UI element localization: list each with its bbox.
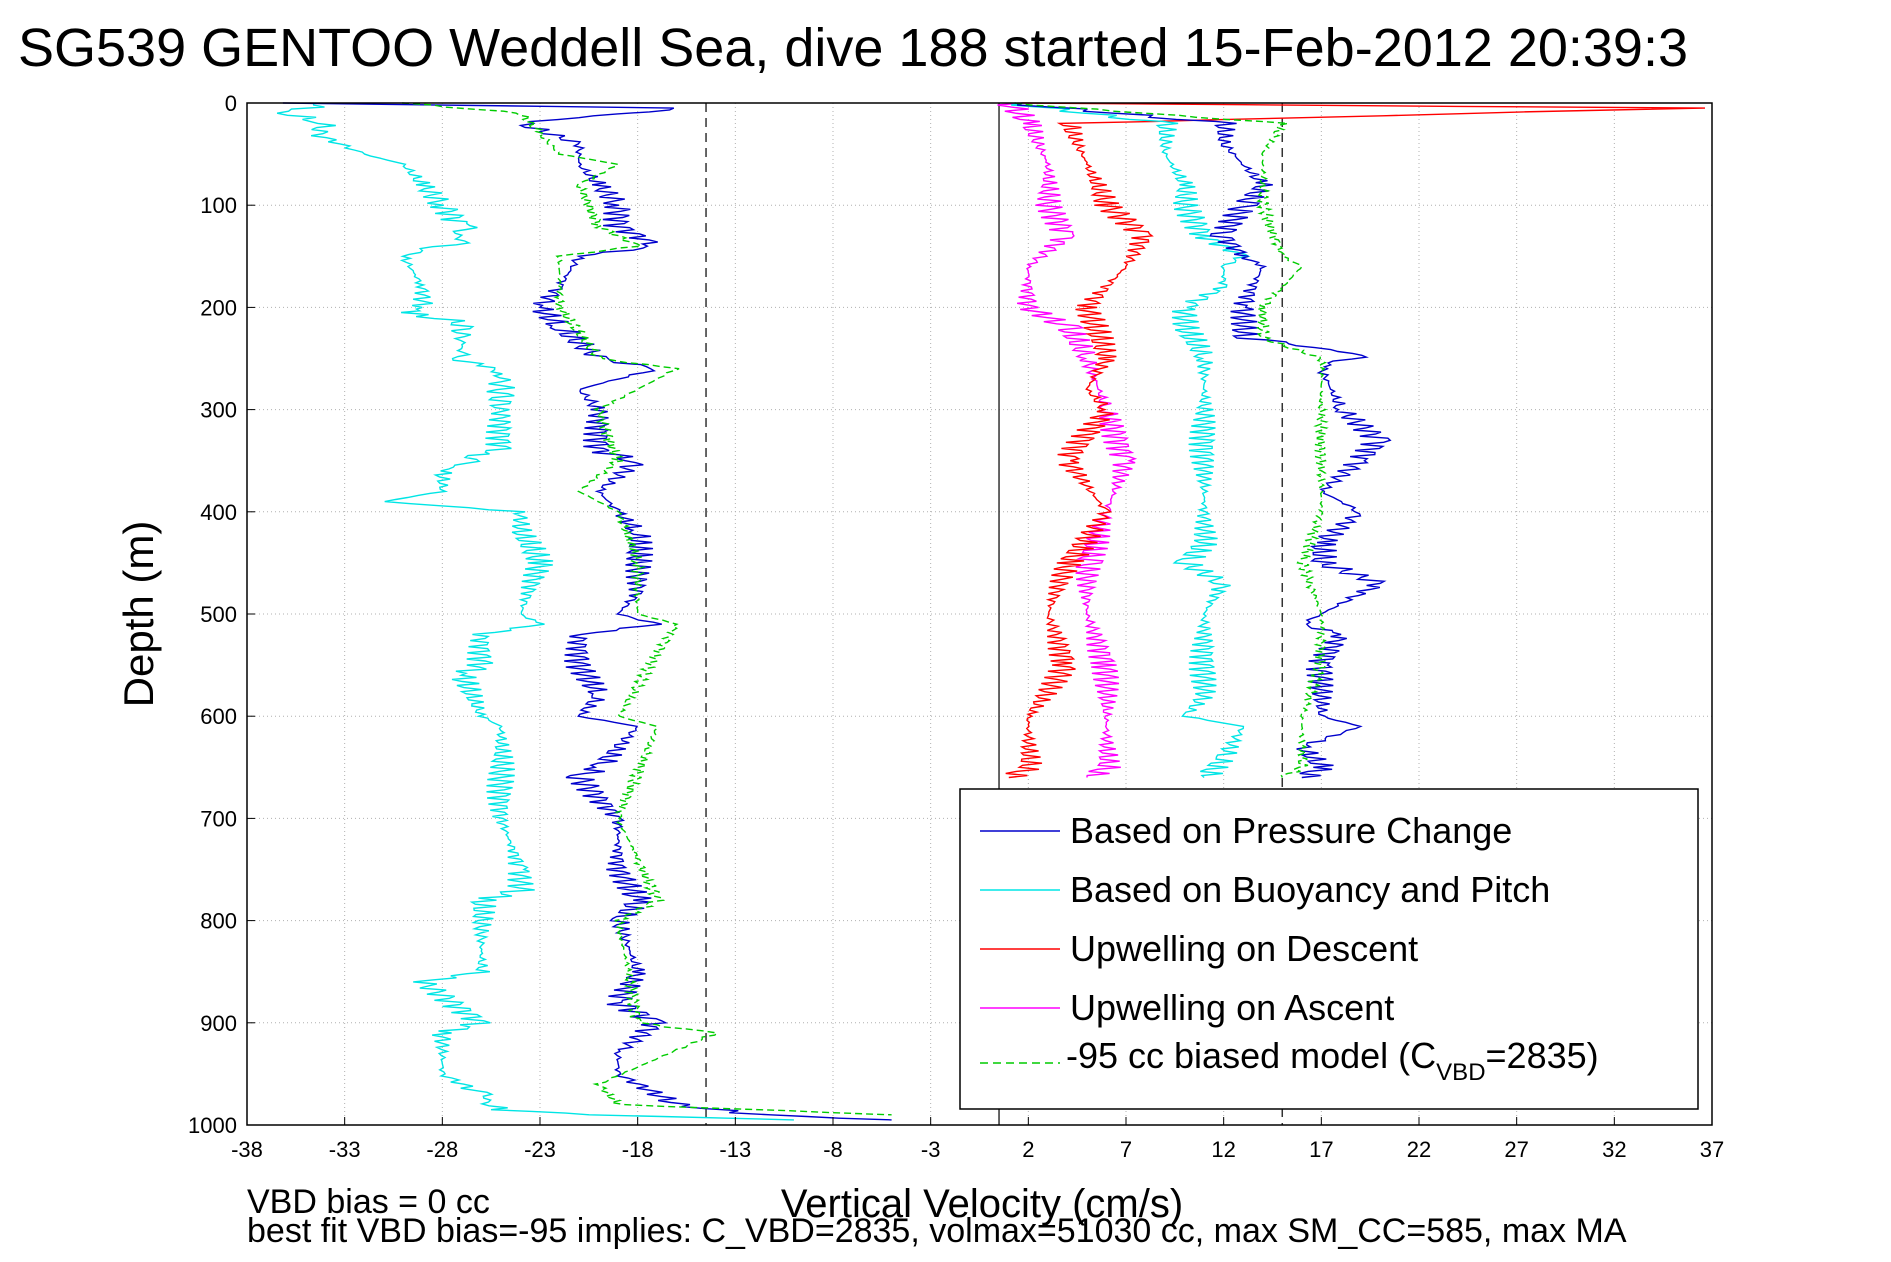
x-tick-label: 2 xyxy=(1022,1137,1034,1162)
y-tick-label: 700 xyxy=(200,806,237,831)
y-tick-label: 900 xyxy=(200,1011,237,1036)
y-tick-label: 200 xyxy=(200,295,237,320)
series-line xyxy=(1014,102,1329,778)
series-line xyxy=(997,102,1138,778)
x-tick-label: -8 xyxy=(823,1137,843,1162)
series-line xyxy=(1011,102,1251,779)
series-line xyxy=(1005,102,1706,779)
legend-label-descent: Upwelling on Descent xyxy=(1070,928,1418,969)
series-line xyxy=(1016,102,1392,779)
y-tick-label: 500 xyxy=(200,602,237,627)
x-tick-label: 37 xyxy=(1700,1137,1724,1162)
x-tick-label: 7 xyxy=(1120,1137,1132,1162)
y-tick-label: 300 xyxy=(200,398,237,423)
y-tick-label: 100 xyxy=(200,193,237,218)
y-tick-label: 800 xyxy=(200,909,237,934)
x-tick-label: 27 xyxy=(1504,1137,1528,1162)
x-tick-label: -28 xyxy=(426,1137,458,1162)
series-line xyxy=(276,102,794,1121)
legend-label-biased-model: -95 cc biased model (CVBD=2835) xyxy=(1066,1035,1599,1086)
series-layer xyxy=(276,102,1706,1121)
x-tick-label: 12 xyxy=(1211,1137,1235,1162)
y-tick-label: 400 xyxy=(200,500,237,525)
y-tick-label: 0 xyxy=(225,91,237,116)
best-fit-note: best fit VBD bias=-95 implies: C_VBD=283… xyxy=(247,1212,1627,1250)
legend-box xyxy=(959,788,1699,1110)
x-tick-label: -18 xyxy=(622,1137,654,1162)
x-axis-label: Vertical Velocity (cm/s) xyxy=(781,1182,1183,1226)
x-tick-label: 17 xyxy=(1309,1137,1333,1162)
legend-label-biased-model-sub: VBD xyxy=(1436,1059,1485,1086)
chart-title: SG539 GENTOO Weddell Sea, dive 188 start… xyxy=(18,18,1688,78)
y-tick-label: 600 xyxy=(200,704,237,729)
x-tick-label: 22 xyxy=(1407,1137,1431,1162)
y-axis-label: Depth (m) xyxy=(115,521,162,708)
series-line xyxy=(282,102,892,1121)
legend-label-buoyancy: Based on Buoyancy and Pitch xyxy=(1070,869,1550,910)
legend-label-biased-model-main: -95 cc biased model (C xyxy=(1066,1035,1436,1076)
legend-label-ascent: Upwelling on Ascent xyxy=(1070,987,1394,1028)
x-tick-label: -3 xyxy=(921,1137,941,1162)
legend: Based on Pressure Change Based on Buoyan… xyxy=(959,788,1699,1110)
x-tick-label: -38 xyxy=(231,1137,263,1162)
y-tick-label: 1000 xyxy=(188,1113,237,1138)
series-line xyxy=(402,102,892,1116)
legend-label-biased-model-suffix: =2835) xyxy=(1486,1035,1599,1076)
x-tick-label: -33 xyxy=(329,1137,361,1162)
x-tick-label: -13 xyxy=(719,1137,751,1162)
x-tick-label: 32 xyxy=(1602,1137,1626,1162)
legend-label-pressure: Based on Pressure Change xyxy=(1070,810,1512,851)
ticks: -38 -33 -28 -23 -18 -13 -8 -3 2 7 12 17 22 27 32 370100… xyxy=(188,91,1724,1162)
vbd-bias-note: VBD bias = 0 cc xyxy=(247,1183,490,1221)
x-tick-label: -23 xyxy=(524,1137,556,1162)
